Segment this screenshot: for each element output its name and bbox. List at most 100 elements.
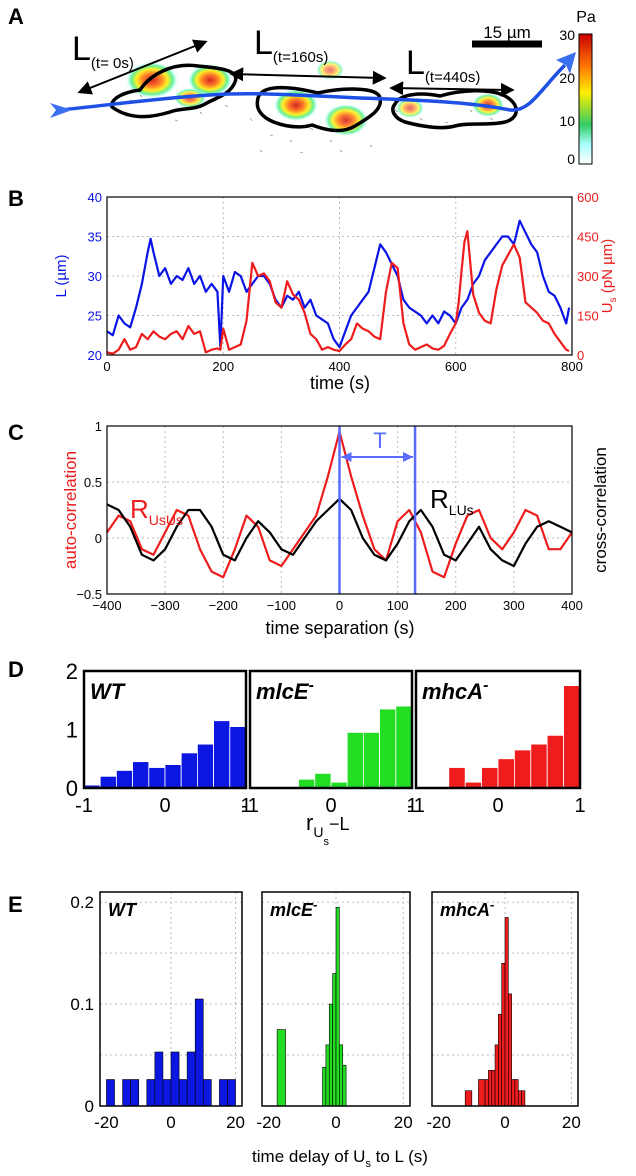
histogram-bar <box>530 743 548 789</box>
x-tick-label: 600 <box>445 359 467 374</box>
x-tick-label: 0 <box>500 1113 509 1132</box>
histogram-bar <box>335 906 340 1107</box>
histogram-bar <box>501 963 506 1107</box>
histogram-bar <box>194 998 204 1107</box>
histogram-bar <box>508 993 512 1107</box>
y-tick-label-right: 0 <box>577 348 584 363</box>
x-tick-label: 1 <box>574 795 585 817</box>
x-tick-label: 20 <box>394 1113 413 1132</box>
histogram-bar <box>491 1070 496 1107</box>
histogram-bar <box>170 1051 180 1107</box>
x-tick-label: −200 <box>209 598 238 613</box>
x-tick-label: -20 <box>426 1113 451 1132</box>
panel-letter-b: B <box>8 186 24 211</box>
histogram-bar <box>178 1079 188 1107</box>
histogram-bar <box>164 764 182 789</box>
panel-letter-c: C <box>8 420 24 445</box>
subplot-frame <box>261 891 411 1107</box>
x-tick-label: -20 <box>94 1113 119 1132</box>
x-tick-label: 20 <box>226 1113 245 1132</box>
histogram-bar <box>362 732 380 789</box>
y-tick-label: 0.5 <box>84 475 102 490</box>
y-tick-label: 0.2 <box>70 893 94 912</box>
panel-letter-d: D <box>8 657 24 682</box>
histogram-bar <box>180 752 198 789</box>
histogram-bar <box>481 767 499 789</box>
x-tick-label: 1 <box>406 795 417 817</box>
series-line-L <box>106 219 571 349</box>
histogram-bar <box>494 1044 499 1107</box>
x-tick-label: 200 <box>445 598 467 613</box>
series-line-Us <box>106 230 570 355</box>
x-tick-label: 0 <box>166 1113 175 1132</box>
histogram-bar <box>202 1079 212 1107</box>
subplot-2: mhcA- -1 0 1 <box>407 669 586 817</box>
panel-c-annotation-r-lus: RLUs <box>430 484 474 518</box>
subplot-frame <box>99 891 243 1107</box>
colorbar-unit: Pa <box>576 9 596 26</box>
histogram-bar <box>497 758 515 789</box>
histogram-bar <box>332 973 337 1107</box>
x-tick-label: 800 <box>561 359 583 374</box>
histogram-bar <box>227 1079 236 1107</box>
histogram-bar <box>511 1079 516 1107</box>
length-arrow-t160 <box>229 67 387 85</box>
panel-c-ylabel-right: cross-correlation <box>591 447 610 573</box>
histogram-bar <box>130 1079 140 1107</box>
trajectory-line <box>59 63 567 112</box>
panel-c-xlabel: time separation (s) <box>265 618 414 638</box>
y-tick-label: 0.1 <box>70 995 94 1014</box>
x-tick-label: 200 <box>212 359 234 374</box>
colorbar-tick: 10 <box>559 113 575 129</box>
scale-bar-label: 15 µm <box>483 23 531 42</box>
histogram-bar <box>322 1066 327 1107</box>
histogram-bar <box>298 778 316 789</box>
histogram-bar <box>99 775 117 789</box>
histogram-bar <box>122 1079 131 1107</box>
x-tick-label: 400 <box>329 359 351 374</box>
histogram-bar <box>132 761 150 789</box>
histogram-bar <box>484 1079 489 1107</box>
x-tick-label: -1 <box>407 795 425 817</box>
panel-b-series <box>106 219 571 355</box>
histogram-bar <box>448 767 466 789</box>
y-tick-label: −0.5 <box>76 587 102 602</box>
panel-b-ylabel-left: L (µm) <box>53 254 70 297</box>
histogram-bar <box>546 734 565 789</box>
x-tick-label: 0 <box>336 598 343 613</box>
length-label-t160: L(t=160s) <box>254 24 328 66</box>
subplot-1: mlcE- -1 0 1 <box>241 669 418 817</box>
y-tick-label-left: 25 <box>88 309 102 324</box>
histogram-bar <box>504 917 509 1107</box>
histogram-bar <box>196 743 214 789</box>
subplot-frame <box>82 669 248 790</box>
x-tick-label: -1 <box>241 795 259 817</box>
x-tick-label: 1 <box>240 795 251 817</box>
histogram-bar <box>314 772 332 789</box>
panel-c-annotation-t: T <box>373 428 386 453</box>
histogram-bar <box>517 1090 522 1107</box>
histogram-bar <box>328 1003 333 1107</box>
subplot-frame <box>248 669 414 790</box>
histogram-bar <box>346 732 364 789</box>
y-tick-label-left: 35 <box>88 230 102 245</box>
panel-letter-a: A <box>8 4 24 29</box>
colorbar-tick: 30 <box>559 27 575 43</box>
colorbar-tick: 0 <box>567 151 575 167</box>
x-tick-label: 0 <box>492 795 503 817</box>
x-tick-label: −400 <box>92 598 121 613</box>
panel-d-xlabel: rUs−L <box>306 810 349 848</box>
length-arrow-t440 <box>389 81 515 97</box>
x-tick-label: 300 <box>503 598 525 613</box>
panel-b-axes-frame <box>106 196 573 356</box>
panel-a-illustration: L(t= 0s) L(t=160s) L(t=440s) 15 µm Pa 30… <box>50 9 596 167</box>
trajectory-end-arrow-icon <box>556 52 576 74</box>
panel-b-xlabel: time (s) <box>310 373 370 393</box>
